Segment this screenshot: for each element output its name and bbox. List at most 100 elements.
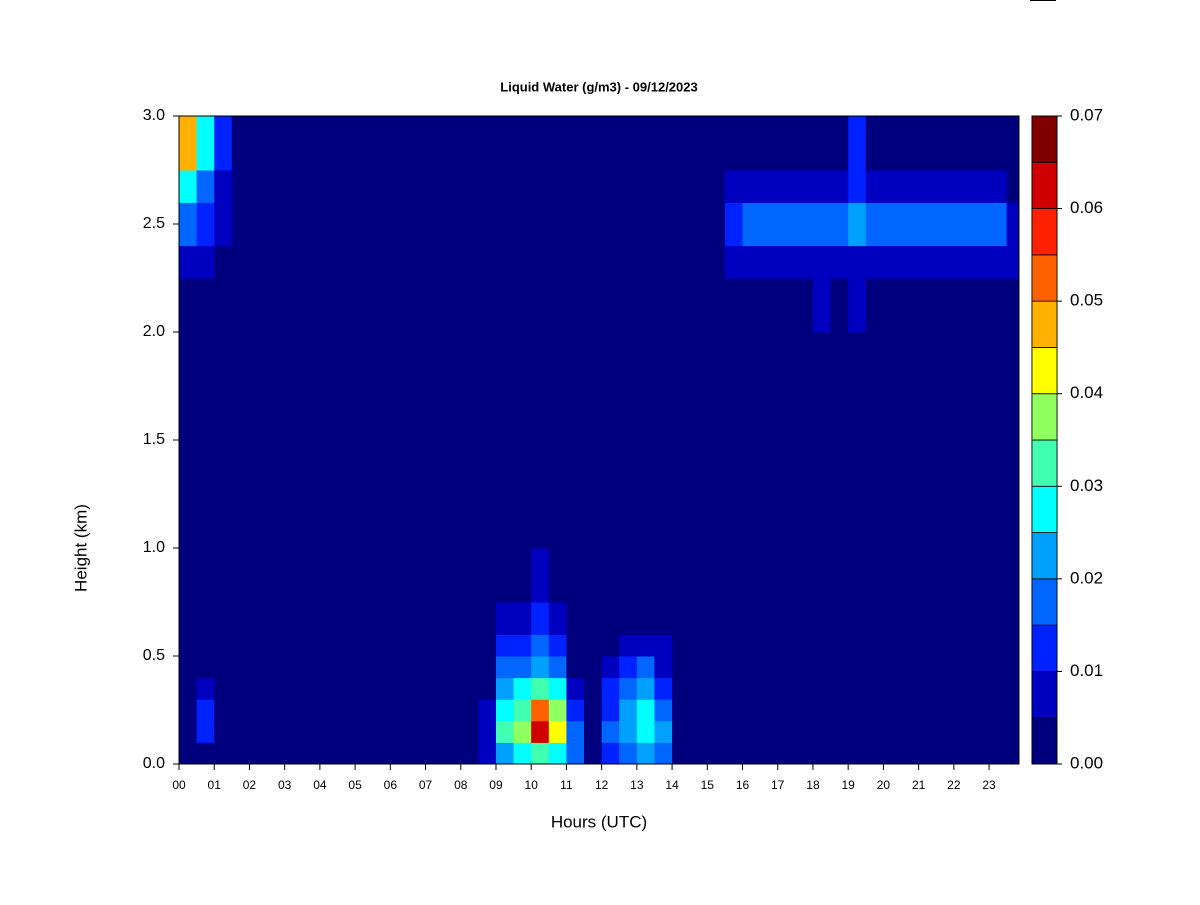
cell	[707, 245, 726, 279]
cell	[495, 656, 515, 679]
x-tick-label: 11	[560, 778, 573, 792]
cell	[724, 245, 744, 279]
cell	[918, 548, 937, 603]
cell	[760, 245, 779, 279]
cell	[707, 720, 726, 743]
colorbar-band	[1031, 532, 1058, 580]
cell	[267, 278, 286, 333]
cell	[901, 116, 920, 171]
cell	[337, 634, 356, 657]
cell	[548, 720, 567, 743]
cell	[478, 332, 497, 549]
x-tick-label: 12	[595, 778, 609, 792]
cell	[231, 116, 250, 171]
cell	[249, 602, 268, 635]
cell	[584, 548, 603, 603]
cell	[196, 332, 215, 549]
cell	[407, 548, 427, 603]
cell	[601, 170, 620, 203]
cell	[936, 634, 955, 657]
cell	[953, 278, 972, 333]
cell	[531, 656, 550, 679]
cell	[707, 548, 726, 603]
cell	[566, 720, 585, 743]
cell	[337, 202, 356, 247]
cell	[777, 656, 796, 679]
cell	[936, 202, 955, 247]
cell	[196, 634, 215, 657]
cell	[901, 720, 920, 743]
cell	[795, 548, 814, 603]
cell	[231, 202, 250, 247]
cell	[989, 677, 1008, 700]
cell	[989, 699, 1008, 722]
cell	[267, 677, 286, 700]
cell	[584, 202, 603, 247]
cell	[901, 202, 920, 247]
cell	[355, 677, 374, 700]
cell	[478, 634, 497, 657]
cell	[249, 656, 268, 679]
cell	[971, 634, 990, 657]
colorbar-tick-label: 0.00	[1070, 753, 1103, 772]
cell	[971, 332, 990, 549]
cell	[355, 656, 374, 679]
cell	[513, 332, 532, 549]
cell	[619, 720, 638, 743]
cell	[355, 170, 374, 203]
cell	[179, 742, 198, 764]
cell	[724, 699, 744, 722]
cell	[936, 699, 955, 722]
cell	[989, 332, 1008, 549]
cell	[742, 116, 761, 171]
cell	[390, 202, 409, 247]
cell	[883, 170, 902, 203]
cell	[636, 699, 655, 722]
cell	[249, 742, 268, 764]
x-tick-label: 00	[172, 778, 186, 792]
cell	[355, 245, 374, 279]
cell	[372, 677, 391, 700]
cell	[989, 634, 1008, 657]
x-tick-label: 22	[947, 778, 961, 792]
x-tick-label: 23	[982, 778, 996, 792]
cell	[443, 245, 462, 279]
cell	[848, 720, 867, 743]
cell	[495, 278, 515, 333]
cell	[601, 332, 620, 549]
cell	[619, 634, 638, 657]
x-tick-label: 08	[454, 778, 468, 792]
cell	[619, 656, 638, 679]
cell	[319, 202, 338, 247]
cell	[179, 720, 198, 743]
cell	[407, 656, 427, 679]
cell	[443, 116, 462, 171]
cell	[830, 656, 849, 679]
cell	[196, 245, 215, 279]
cell	[654, 245, 673, 279]
cell	[601, 699, 620, 722]
cell	[830, 245, 849, 279]
chart-title: Liquid Water (g/m3) - 09/12/2023	[500, 79, 697, 94]
cell	[953, 677, 972, 700]
cell	[214, 548, 233, 603]
cell	[319, 170, 338, 203]
cell	[989, 742, 1008, 764]
cell	[830, 202, 849, 247]
cell	[179, 202, 198, 247]
cell	[654, 742, 673, 764]
cell	[319, 720, 338, 743]
cell	[566, 116, 585, 171]
cell	[196, 699, 215, 722]
cell	[777, 699, 796, 722]
cell	[865, 634, 884, 657]
cell	[495, 116, 515, 171]
cell	[795, 245, 814, 279]
cell	[865, 656, 884, 679]
cell	[495, 548, 515, 603]
cell	[302, 278, 321, 333]
cell	[337, 699, 356, 722]
cell	[619, 170, 638, 203]
cell	[918, 170, 937, 203]
cell	[848, 742, 867, 764]
